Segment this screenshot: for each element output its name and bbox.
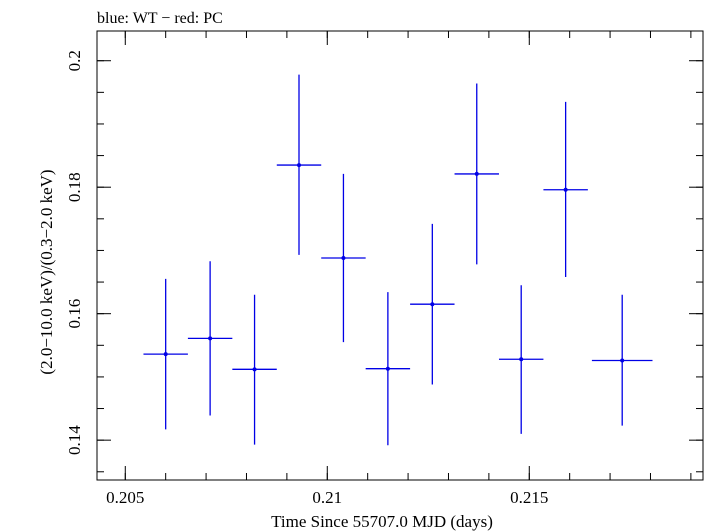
point-marker [563, 187, 568, 192]
point-marker [385, 366, 390, 371]
data-points [143, 74, 653, 446]
data-point [187, 261, 233, 416]
y-tick-label: 0.14 [65, 425, 84, 455]
x-axis-label: Time Since 55707.0 MJD (days) [271, 512, 493, 531]
point-marker [208, 336, 213, 341]
point-marker [620, 358, 625, 363]
axis-ticks [97, 31, 703, 480]
data-point [498, 285, 544, 434]
x-tick-labels: 0.205 0.21 0.215 [106, 488, 548, 507]
data-point [591, 294, 653, 426]
point-marker [163, 352, 168, 357]
x-tick-label: 0.215 [510, 488, 548, 507]
data-point [232, 294, 277, 445]
y-tick-labels: 0.14 0.16 0.18 0.2 [65, 50, 84, 455]
data-point [276, 74, 322, 255]
y-tick-label: 0.16 [65, 299, 84, 329]
y-axis-label: (2.0−10.0 keV)/(0.3−2.0 keV) [37, 169, 56, 374]
y-tick-label: 0.2 [65, 50, 84, 71]
point-marker [252, 367, 257, 372]
plot-frame [96, 30, 704, 481]
data-point [543, 101, 588, 278]
y-tick-label: 0.18 [65, 172, 84, 202]
data-point [454, 83, 499, 265]
point-marker [474, 171, 479, 176]
data-point [365, 292, 411, 446]
chart-title: blue: WT − red: PC [97, 10, 223, 27]
x-tick-label: 0.21 [312, 488, 342, 507]
point-marker [519, 357, 524, 362]
point-marker [297, 163, 301, 168]
data-point [143, 278, 188, 430]
x-tick-label: 0.205 [106, 488, 144, 507]
data-point [321, 173, 366, 343]
point-marker [430, 302, 435, 307]
point-marker [341, 256, 346, 261]
data-point [410, 223, 455, 385]
